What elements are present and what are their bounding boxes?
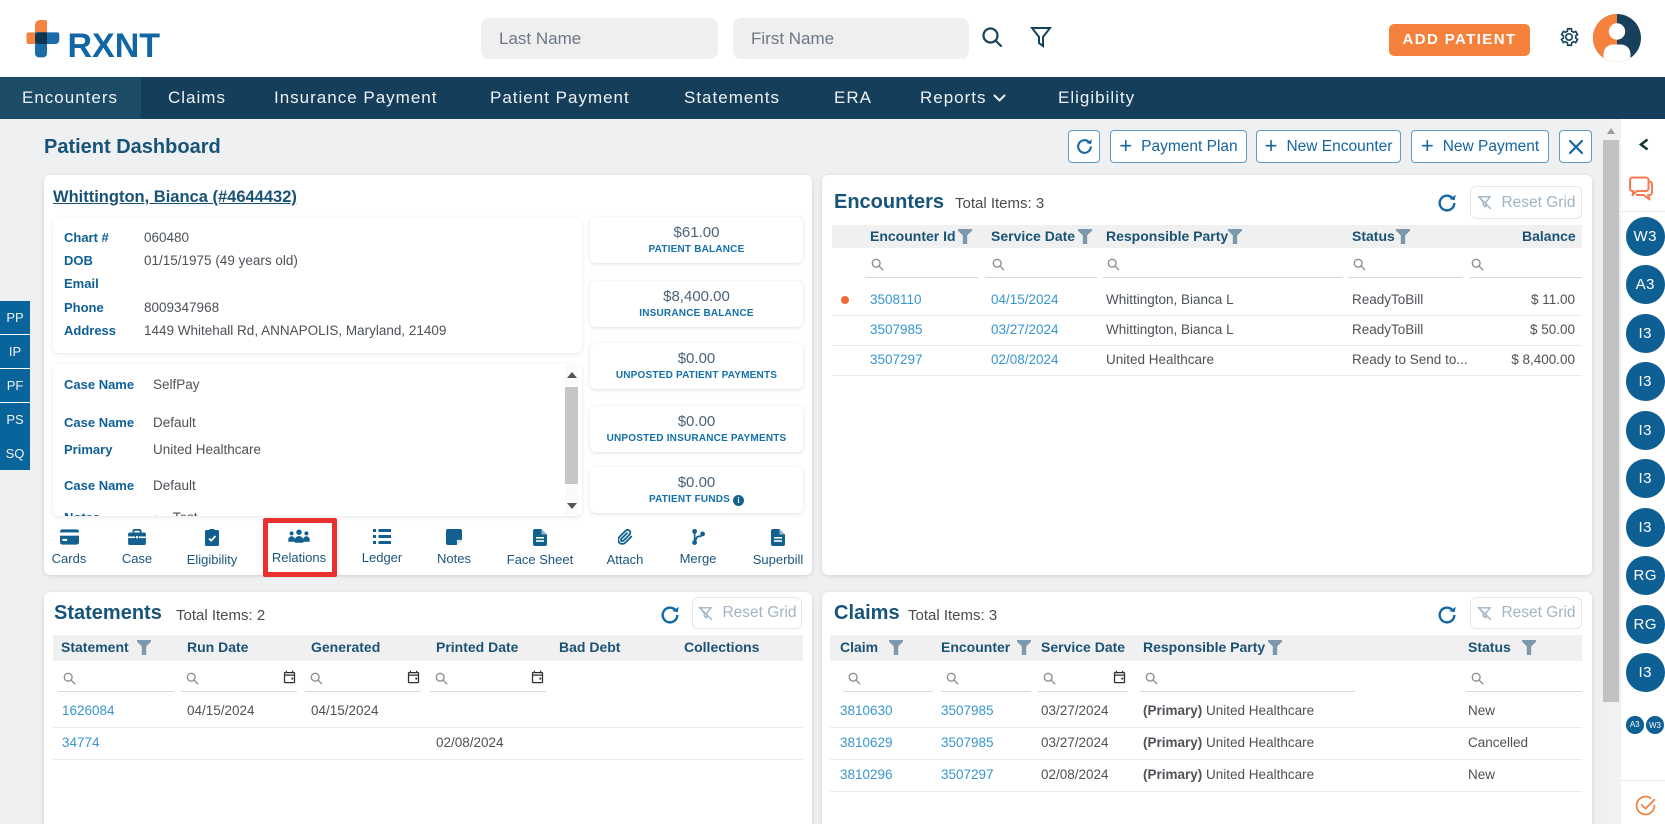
- svg-text:RXNT: RXNT: [68, 27, 161, 60]
